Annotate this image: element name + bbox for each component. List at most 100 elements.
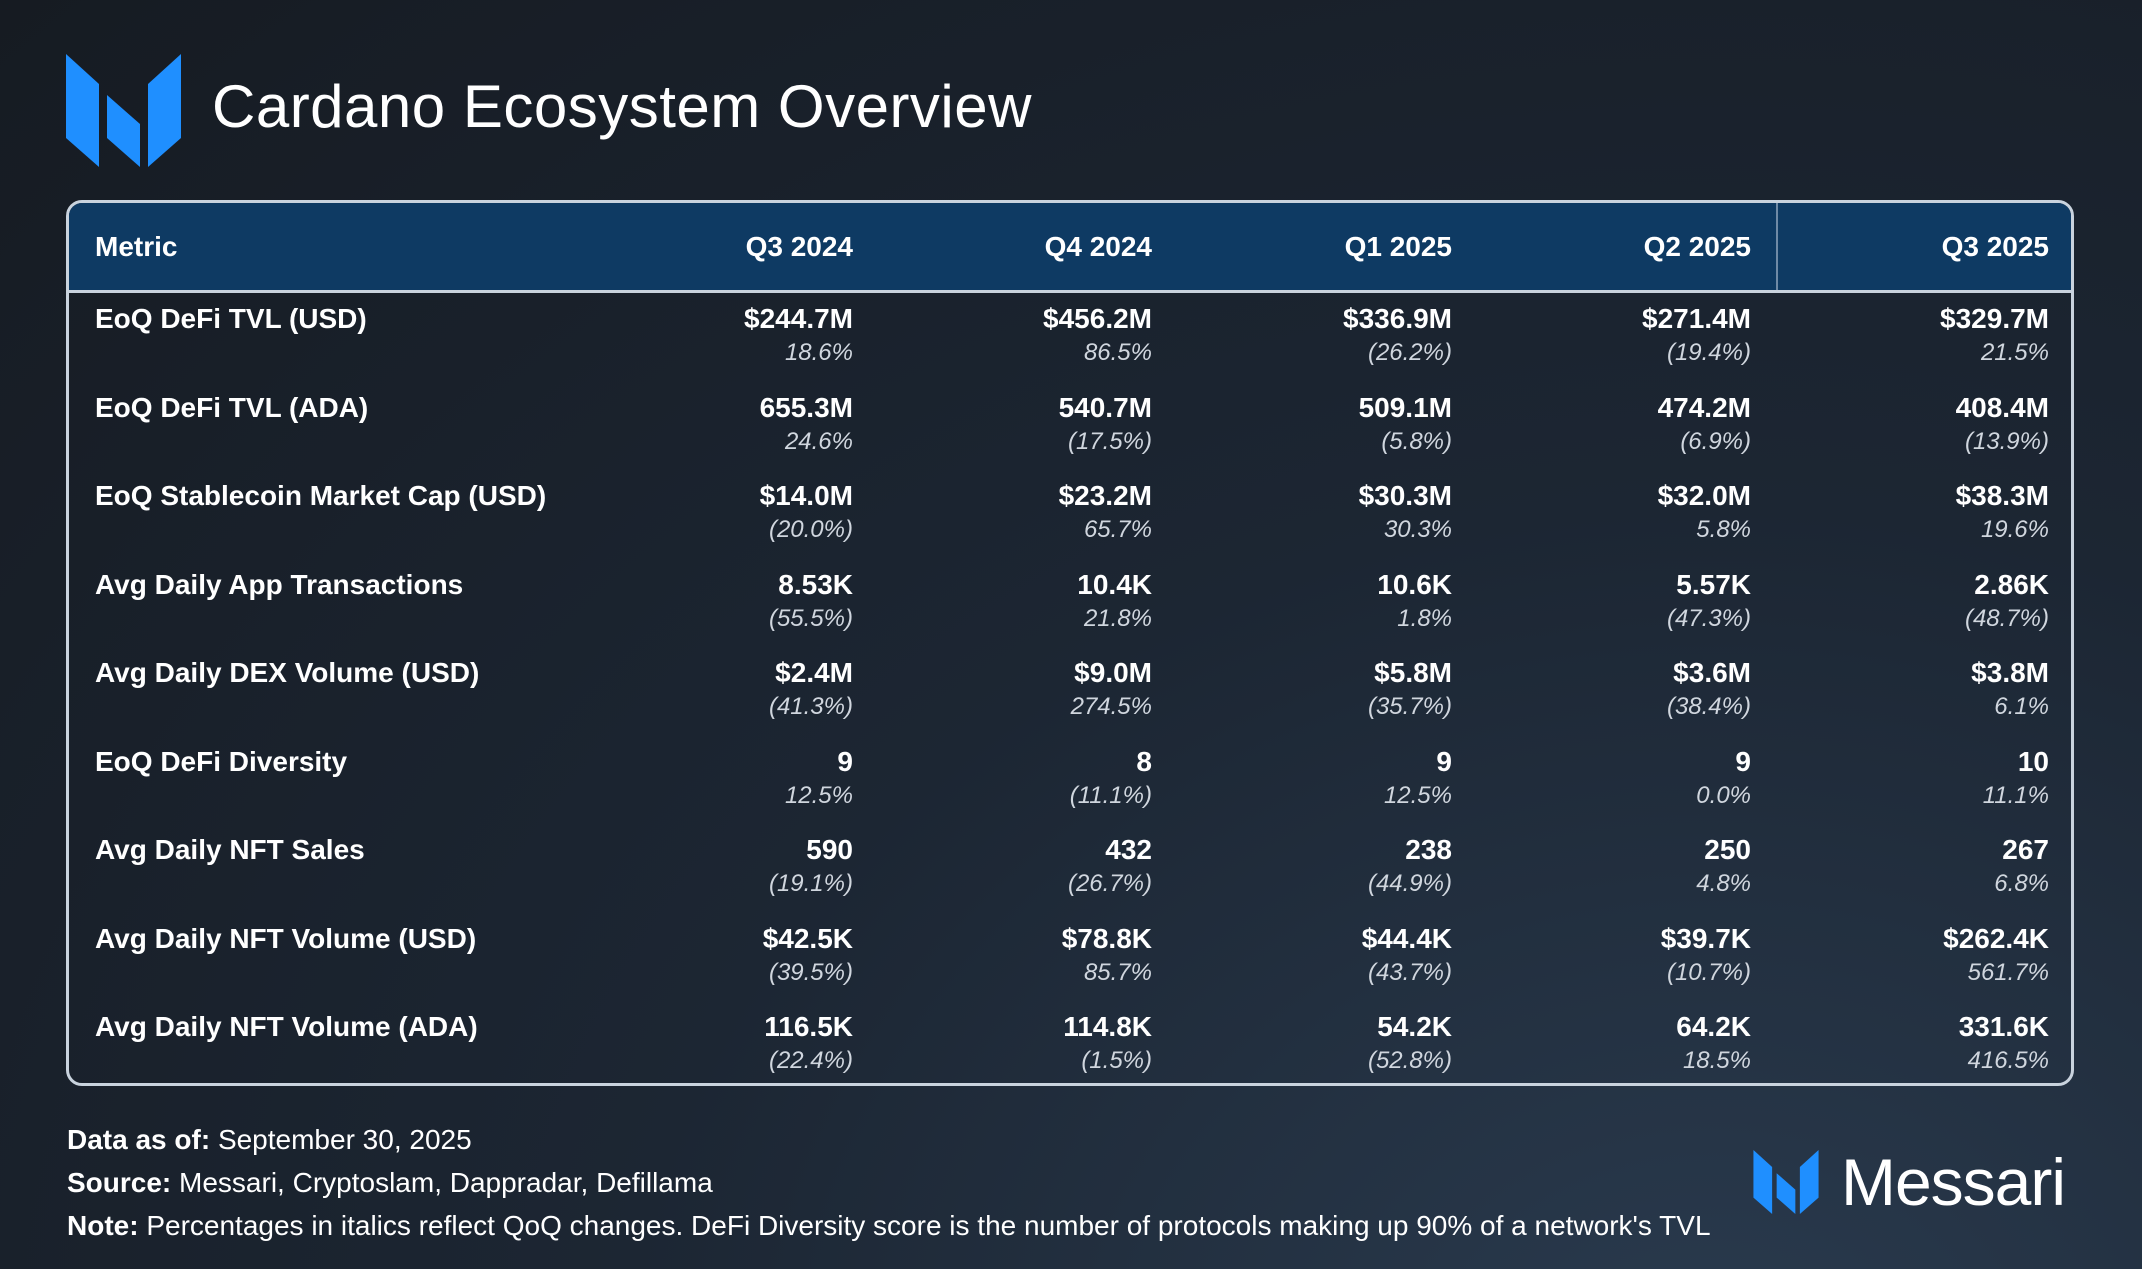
cell-value: $244.7M — [744, 303, 853, 334]
cell-value: 2.86K — [1974, 568, 2049, 600]
cell-change: (44.9%) — [1367, 870, 1452, 897]
table-cell: 9 12.5% — [633, 736, 853, 810]
cell-value: $30.3M — [1358, 480, 1452, 511]
cell-value: $262.4K — [1943, 922, 2049, 954]
page-title: Cardano Ecosystem Overview — [212, 73, 1032, 140]
cell-change: (11.1%) — [1069, 781, 1152, 809]
cell-change: 21.8% — [1083, 604, 1152, 632]
cell-value: $3.8M — [1971, 657, 2049, 688]
table-row: EoQ DeFi TVL (USD) $244.7M 18.6% $456.2M 86.… — [69, 293, 2071, 382]
cell-value: $456.2M — [1043, 303, 1152, 334]
column-divider — [1776, 203, 1778, 290]
data-as-of-line: Data as of: September 30, 2025 — [67, 1118, 1711, 1161]
column-header-q2-2025: Q2 2025 — [1643, 230, 1751, 262]
cell-change: 85.7% — [1083, 958, 1152, 986]
note-value: Percentages in italics reflect QoQ chang… — [146, 1210, 1711, 1241]
table-cell: 540.7M (17.5%) — [932, 382, 1152, 456]
table-cell: 250 4.8% — [1531, 824, 1751, 898]
data-as-of-value: September 30, 2025 — [217, 1124, 472, 1155]
table-cell: $5.8M (35.7%) — [1232, 647, 1452, 721]
cell-value: $3.6M — [1673, 657, 1751, 688]
cell-value: 540.7M — [1058, 391, 1152, 423]
source-value: Messari, Cryptoslam, Dappradar, Defillam… — [179, 1167, 713, 1198]
table-cell: $38.3M 19.6% — [1829, 470, 2049, 544]
table-cell: $39.7K (10.7%) — [1531, 913, 1751, 987]
cell-value: $44.4K — [1361, 922, 1452, 954]
column-header-metric: Metric — [95, 230, 178, 262]
cell-value: $23.2M — [1058, 480, 1152, 511]
cell-change: (20.0%) — [768, 516, 853, 543]
cell-change: 6.8% — [1994, 870, 2049, 897]
metric-label: Avg Daily NFT Volume (ADA) — [95, 1011, 478, 1042]
cell-value: $336.9M — [1343, 303, 1452, 334]
table-row: EoQ DeFi TVL (ADA) 655.3M 24.6% 540.7M (17.5… — [69, 382, 2071, 471]
cell-change: (22.4%) — [768, 1047, 853, 1074]
table-cell: $78.8K 85.7% — [932, 913, 1152, 987]
cell-change: (39.5%) — [768, 958, 853, 986]
table-cell: 10.4K 21.8% — [932, 559, 1152, 633]
metric-label: Avg Daily NFT Volume (USD) — [95, 922, 477, 954]
cell-value: 64.2K — [1676, 1011, 1751, 1042]
table-cell: $44.4K (43.7%) — [1232, 913, 1452, 987]
cell-change: (19.1%) — [768, 870, 853, 897]
table-row: Avg Daily NFT Sales 590 (19.1%) 432 (26.7%) 2… — [69, 824, 2071, 913]
cell-change: 1.8% — [1397, 604, 1452, 632]
table-cell: 8 (11.1%) — [932, 736, 1152, 810]
cell-change: 30.3% — [1383, 516, 1452, 543]
column-header-q3-2024: Q3 2024 — [745, 230, 853, 262]
cell-change: (41.3%) — [768, 693, 853, 720]
cell-value: 10.4K — [1077, 568, 1152, 600]
cell-change: 18.6% — [784, 339, 853, 366]
cell-change: 24.6% — [784, 427, 853, 455]
table-cell: 9 0.0% — [1531, 736, 1751, 810]
metric-label: Avg Daily NFT Sales — [95, 834, 365, 865]
column-header-q4-2024: Q4 2024 — [1044, 230, 1152, 262]
cell-change: 86.5% — [1083, 339, 1152, 366]
cell-change: (48.7%) — [1964, 604, 2049, 632]
table-cell: 655.3M 24.6% — [633, 382, 853, 456]
note-line: Note: Percentages in italics reflect QoQ… — [67, 1204, 1711, 1247]
footer-notes: Data as of: September 30, 2025 Source: M… — [67, 1118, 1711, 1247]
column-header-q1-2025: Q1 2025 — [1344, 230, 1452, 262]
table-cell: 590 (19.1%) — [633, 824, 853, 898]
cell-value: $78.8K — [1061, 922, 1152, 954]
metric-label: Avg Daily DEX Volume (USD) — [95, 657, 480, 688]
table-cell: $336.9M (26.2%) — [1232, 293, 1452, 367]
messari-logo-icon — [66, 54, 181, 167]
cell-change: (19.4%) — [1666, 339, 1751, 366]
cell-value: $32.0M — [1657, 480, 1751, 511]
cell-change: 11.1% — [1982, 781, 2049, 809]
table-cell: 8.53K (55.5%) — [633, 559, 853, 633]
table-cell: 238 (44.9%) — [1232, 824, 1452, 898]
table-cell: 331.6K 416.5% — [1829, 1001, 2049, 1075]
cell-change: (13.9%) — [1964, 427, 2049, 455]
metrics-table: Metric Q3 2024 Q4 2024 Q1 2025 Q2 2025 Q3 202… — [66, 200, 2074, 1086]
cell-value: $271.4M — [1642, 303, 1751, 334]
cell-value: 509.1M — [1358, 391, 1452, 423]
cell-change: 12.5% — [1383, 781, 1452, 809]
cell-value: 9 — [837, 745, 853, 777]
cell-change: 274.5% — [1070, 693, 1152, 720]
table-cell: $32.0M 5.8% — [1531, 470, 1751, 544]
brand-name: Messari — [1841, 1145, 2066, 1219]
cell-value: 10 — [2017, 745, 2049, 777]
table-cell: 2.86K (48.7%) — [1829, 559, 2049, 633]
cell-change: 561.7% — [1967, 958, 2049, 986]
cell-change: 5.8% — [1696, 516, 1751, 543]
cell-value: $329.7M — [1940, 303, 2049, 334]
cell-change: 6.1% — [1994, 693, 2049, 720]
cell-value: 590 — [806, 834, 853, 865]
cell-value: 5.57K — [1676, 568, 1751, 600]
table-cell: 267 6.8% — [1829, 824, 2049, 898]
cell-change: (6.9%) — [1680, 427, 1751, 455]
table-cell: $262.4K 561.7% — [1829, 913, 2049, 987]
table-row: Avg Daily NFT Volume (USD) $42.5K (39.5%) $… — [69, 913, 2071, 1002]
column-header-q3-2025: Q3 2025 — [1941, 230, 2049, 262]
cell-value: 54.2K — [1377, 1011, 1452, 1042]
table-cell: $244.7M 18.6% — [633, 293, 853, 367]
cell-change: (5.8%) — [1381, 427, 1452, 455]
table-cell: 509.1M (5.8%) — [1232, 382, 1452, 456]
metric-label: Avg Daily App Transactions — [95, 568, 464, 600]
cell-value: $5.8M — [1374, 657, 1452, 688]
cell-value: 474.2M — [1657, 391, 1751, 423]
